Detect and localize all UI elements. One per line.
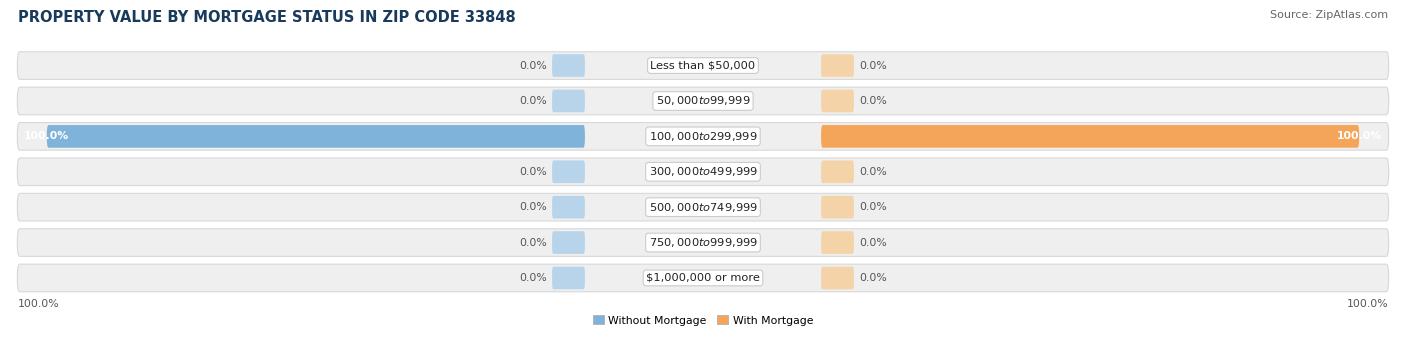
FancyBboxPatch shape: [553, 267, 585, 289]
Text: PROPERTY VALUE BY MORTGAGE STATUS IN ZIP CODE 33848: PROPERTY VALUE BY MORTGAGE STATUS IN ZIP…: [18, 10, 516, 25]
Text: Source: ZipAtlas.com: Source: ZipAtlas.com: [1270, 10, 1388, 20]
FancyBboxPatch shape: [17, 229, 1389, 256]
Text: 0.0%: 0.0%: [859, 273, 887, 283]
Text: 0.0%: 0.0%: [519, 238, 547, 248]
Text: Less than $50,000: Less than $50,000: [651, 61, 755, 71]
FancyBboxPatch shape: [553, 196, 585, 219]
Text: 100.0%: 100.0%: [17, 299, 59, 309]
FancyBboxPatch shape: [821, 90, 853, 112]
FancyBboxPatch shape: [821, 267, 853, 289]
Text: 100.0%: 100.0%: [24, 131, 69, 141]
Text: 0.0%: 0.0%: [519, 96, 547, 106]
FancyBboxPatch shape: [821, 196, 853, 219]
Text: 0.0%: 0.0%: [859, 96, 887, 106]
FancyBboxPatch shape: [17, 52, 1389, 79]
FancyBboxPatch shape: [17, 122, 1389, 150]
FancyBboxPatch shape: [17, 87, 1389, 115]
Text: $750,000 to $999,999: $750,000 to $999,999: [648, 236, 758, 249]
FancyBboxPatch shape: [17, 264, 1389, 292]
Text: 0.0%: 0.0%: [859, 238, 887, 248]
Text: 0.0%: 0.0%: [519, 61, 547, 71]
Text: 0.0%: 0.0%: [519, 167, 547, 177]
Text: 0.0%: 0.0%: [859, 202, 887, 212]
Text: 100.0%: 100.0%: [1347, 299, 1389, 309]
FancyBboxPatch shape: [821, 54, 853, 77]
Legend: Without Mortgage, With Mortgage: Without Mortgage, With Mortgage: [589, 311, 817, 330]
Text: 0.0%: 0.0%: [859, 61, 887, 71]
Text: $500,000 to $749,999: $500,000 to $749,999: [648, 201, 758, 214]
Text: $300,000 to $499,999: $300,000 to $499,999: [648, 165, 758, 178]
FancyBboxPatch shape: [553, 231, 585, 254]
FancyBboxPatch shape: [17, 193, 1389, 221]
Text: 0.0%: 0.0%: [519, 202, 547, 212]
FancyBboxPatch shape: [821, 231, 853, 254]
Text: 100.0%: 100.0%: [1337, 131, 1382, 141]
FancyBboxPatch shape: [821, 160, 853, 183]
FancyBboxPatch shape: [553, 90, 585, 112]
FancyBboxPatch shape: [17, 158, 1389, 186]
Text: $100,000 to $299,999: $100,000 to $299,999: [648, 130, 758, 143]
FancyBboxPatch shape: [553, 54, 585, 77]
Text: 0.0%: 0.0%: [859, 167, 887, 177]
FancyBboxPatch shape: [821, 125, 1360, 148]
Text: $1,000,000 or more: $1,000,000 or more: [647, 273, 759, 283]
FancyBboxPatch shape: [553, 160, 585, 183]
FancyBboxPatch shape: [46, 125, 585, 148]
Text: $50,000 to $99,999: $50,000 to $99,999: [655, 95, 751, 107]
Text: 0.0%: 0.0%: [519, 273, 547, 283]
